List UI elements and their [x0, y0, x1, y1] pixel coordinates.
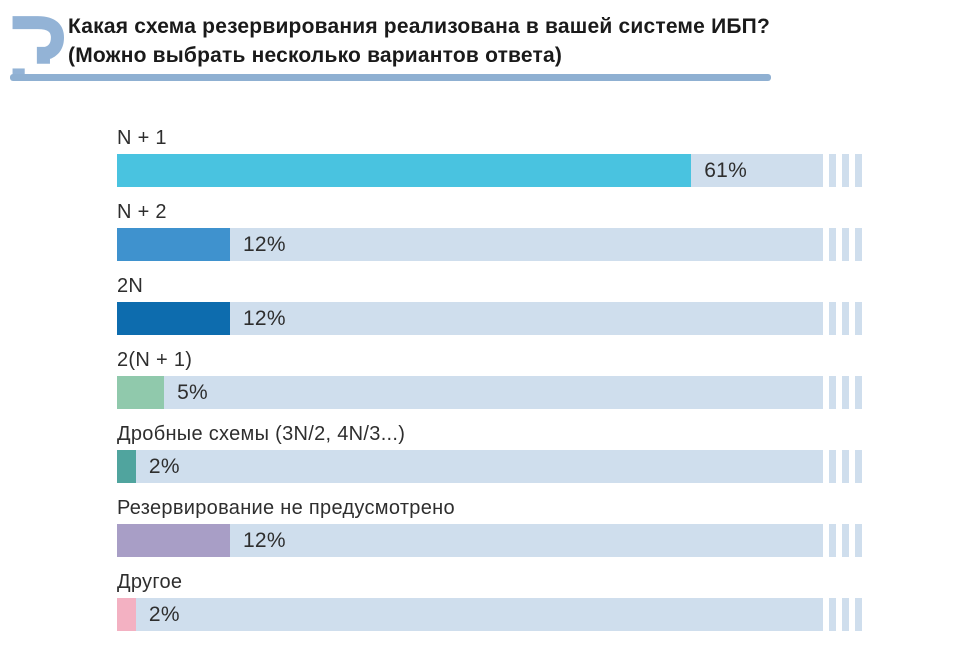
title-line-1: Какая схема резервирования реализована в…: [68, 15, 770, 38]
bar-line: 5%: [117, 376, 862, 409]
bar-fill: [117, 228, 230, 261]
stripe-decoration: [829, 376, 836, 409]
bar-category-label: Резервирование не предусмотрено: [117, 497, 455, 519]
question-mark-icon: [12, 16, 64, 81]
chart-row: 2N 12%: [117, 274, 862, 335]
bar-line: 2%: [117, 450, 862, 483]
stripe-decoration: [855, 228, 862, 261]
stripe-decoration: [829, 228, 836, 261]
bar-value-label: 2%: [148, 454, 180, 478]
stripe-decoration: [855, 450, 862, 483]
bar-track: 5%: [117, 376, 823, 409]
title-line-2: (Можно выбрать несколько вариантов ответ…: [68, 44, 563, 67]
bar-fill: [117, 450, 136, 483]
bar-line: 12%: [117, 228, 862, 261]
bar-category-label: 2(N + 1): [117, 349, 193, 371]
bar-line: 12%: [117, 524, 862, 557]
stripe-decoration: [842, 302, 849, 335]
stripe-decoration: [855, 154, 862, 187]
stripe-decoration: [842, 450, 849, 483]
stripe-decoration: [842, 228, 849, 261]
bar-fill: [117, 524, 230, 557]
bar-fill: [117, 598, 136, 631]
chart-row: N + 2 12%: [117, 200, 862, 261]
bar-category-label: Другое: [117, 571, 183, 593]
bar-category-label: Дробные схемы (3N/2, 4N/3...): [117, 423, 406, 445]
chart-row: N + 1 61%: [117, 126, 862, 187]
bar-line: 12%: [117, 302, 862, 335]
chart-row: Дробные схемы (3N/2, 4N/3...) 2%: [117, 422, 862, 483]
stripe-decoration: [855, 302, 862, 335]
bar-category-label: N + 1: [117, 127, 167, 149]
chart-row: Другое 2%: [117, 570, 862, 631]
bar-line: 61%: [117, 154, 862, 187]
chart-row: Резервирование не предусмотрено 12%: [117, 496, 862, 557]
stripe-decoration: [842, 376, 849, 409]
bar-value-label: 61%: [704, 158, 748, 182]
bar-track: 61%: [117, 154, 823, 187]
bar-value-label: 12%: [242, 528, 286, 552]
bar-fill: [117, 376, 165, 409]
bar-track: 2%: [117, 598, 823, 631]
bar-category-label: 2N: [117, 275, 144, 297]
stripe-decoration: [855, 524, 862, 557]
stripe-decoration: [855, 598, 862, 631]
stripe-decoration: [829, 598, 836, 631]
stripe-decoration: [842, 154, 849, 187]
header-underline-rule: [10, 74, 771, 81]
stripe-decoration: [829, 154, 836, 187]
stripe-decoration: [855, 376, 862, 409]
bar-fill: [117, 154, 692, 187]
bar-value-label: 12%: [242, 306, 286, 330]
bar-track: 2%: [117, 450, 823, 483]
bar-track: 12%: [117, 524, 823, 557]
bar-value-label: 5%: [177, 380, 209, 404]
bar-value-label: 12%: [242, 232, 286, 256]
stripe-decoration: [842, 598, 849, 631]
chart-row: 2(N + 1) 5%: [117, 348, 862, 409]
stripe-decoration: [829, 524, 836, 557]
horizontal-bar-chart: N + 1 61% N + 2 12% 2N 12% 2(N + 1) 5% Дробные с…: [117, 126, 862, 644]
bar-value-label: 2%: [148, 602, 180, 626]
bar-track: 12%: [117, 228, 823, 261]
stripe-decoration: [829, 302, 836, 335]
bar-fill: [117, 302, 230, 335]
bar-track: 12%: [117, 302, 823, 335]
stripe-decoration: [842, 524, 849, 557]
stripe-decoration: [829, 450, 836, 483]
bar-line: 2%: [117, 598, 862, 631]
page-title: Какая схема резервирования реализована в…: [68, 12, 770, 70]
bar-category-label: N + 2: [117, 201, 167, 223]
